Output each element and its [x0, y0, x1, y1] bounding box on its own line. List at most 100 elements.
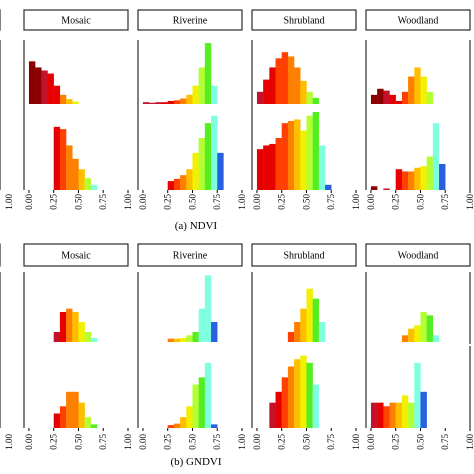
histogram-bar — [59, 94, 67, 104]
tick-label: 1.00 — [465, 434, 474, 450]
histogram-bar — [90, 338, 98, 342]
histogram-bar — [180, 417, 187, 428]
tick-label: 0.25 — [163, 194, 173, 210]
histogram-bar — [66, 145, 73, 190]
strip-label: Woodland — [398, 251, 439, 262]
tick-label: 0.00 — [138, 194, 148, 210]
histogram-bar — [53, 413, 61, 428]
tick-label: 0.00 — [138, 434, 148, 450]
histogram-bar — [204, 43, 212, 104]
histogram-bar — [84, 417, 92, 428]
histogram-bar — [420, 76, 427, 104]
histogram-bar — [90, 184, 98, 190]
histogram-bar — [294, 119, 301, 190]
histogram-bar — [211, 424, 218, 428]
histogram-bar — [408, 402, 415, 428]
histogram-bar — [281, 377, 289, 428]
tick-label: 0.25 — [391, 434, 401, 450]
tick-label: 0.00 — [252, 434, 262, 450]
histogram-bar — [263, 145, 270, 190]
histogram-bar — [167, 181, 175, 190]
tick-label: 0.00 — [366, 194, 376, 210]
histogram-bar — [287, 120, 295, 190]
histogram-bar — [53, 332, 61, 342]
histogram-bar — [28, 61, 36, 104]
histogram-bar — [408, 328, 415, 342]
tick-label: 1.00 — [123, 194, 133, 210]
strip-header — [137, 9, 243, 31]
histogram-bar — [300, 355, 307, 428]
tick-label: 0.75 — [212, 434, 222, 450]
tick-label: 1.00 — [237, 434, 247, 450]
histogram-bar — [275, 138, 282, 190]
tick-label: 0.75 — [440, 434, 450, 450]
histogram-bar — [420, 166, 427, 190]
histogram-bar — [287, 366, 295, 428]
histogram-bar — [78, 322, 85, 342]
histogram-bar — [180, 338, 187, 342]
histogram-bar — [217, 152, 224, 190]
tick-label: 0.75 — [98, 194, 108, 210]
histogram-bar — [318, 322, 326, 342]
histogram-bar — [142, 102, 150, 104]
histogram-bar — [78, 169, 85, 190]
histogram-bar — [59, 129, 67, 190]
histogram-bar — [401, 91, 409, 104]
tick-label: 0.75 — [326, 194, 336, 210]
histogram-bar — [401, 395, 409, 428]
histogram-bar — [414, 362, 421, 428]
histogram-bar — [383, 406, 390, 428]
strip-label: Shrubland — [283, 251, 324, 262]
histogram-bar — [281, 52, 289, 104]
histogram-bar — [198, 308, 206, 342]
histogram-bar — [408, 171, 415, 190]
histogram-bar — [306, 115, 313, 190]
histogram-bar — [426, 156, 434, 190]
histogram-bar — [395, 402, 403, 428]
histogram-bar — [53, 85, 61, 104]
histogram-bar — [312, 97, 320, 104]
histogram-bar — [414, 325, 421, 342]
histogram-bar — [204, 275, 212, 342]
histogram-bar — [90, 424, 98, 428]
histogram-bar — [180, 175, 187, 190]
histogram-bar — [275, 58, 282, 104]
histogram-bar — [186, 335, 193, 342]
histogram-bar — [192, 152, 199, 190]
tick-label: 0.25 — [49, 434, 59, 450]
histogram-bar — [186, 94, 193, 104]
histogram-bar — [383, 188, 390, 190]
tick-label: 1.00 — [351, 434, 361, 450]
tick-label: 1.00 — [465, 194, 474, 210]
tick-label: 0.50 — [301, 194, 311, 210]
strip-label: Woodland — [398, 16, 439, 27]
histogram-bar — [211, 85, 218, 104]
histogram-bar — [161, 102, 168, 104]
tick-label: 0.75 — [326, 434, 336, 450]
tick-label: 0.00 — [24, 194, 34, 210]
histogram-bar — [173, 178, 181, 190]
histogram-bar — [59, 312, 67, 342]
histogram-bar — [47, 73, 54, 104]
histogram-bar — [312, 298, 320, 342]
tick-label: 0.50 — [187, 194, 197, 210]
tick-label: 1.00 — [237, 194, 247, 210]
histogram-bar — [204, 123, 212, 190]
histogram-bar — [377, 402, 384, 428]
histogram-bar — [53, 126, 61, 190]
histogram-bar — [370, 402, 378, 428]
histogram-bar — [204, 362, 212, 428]
tick-label: 0.50 — [415, 434, 425, 450]
histogram-bar — [59, 406, 67, 428]
histogram-bar — [66, 391, 73, 428]
histogram-bar — [300, 80, 307, 104]
tick-label: 0.50 — [73, 434, 83, 450]
histogram-bar — [66, 308, 73, 342]
tick-label: 0.75 — [440, 194, 450, 210]
histogram-bar — [389, 94, 396, 104]
tick-label: 0.50 — [187, 434, 197, 450]
tick-label: 0.25 — [49, 194, 59, 210]
histogram-bar — [432, 123, 440, 190]
tick-label: 0.50 — [73, 194, 83, 210]
strip-label: Mosaic — [61, 16, 91, 27]
